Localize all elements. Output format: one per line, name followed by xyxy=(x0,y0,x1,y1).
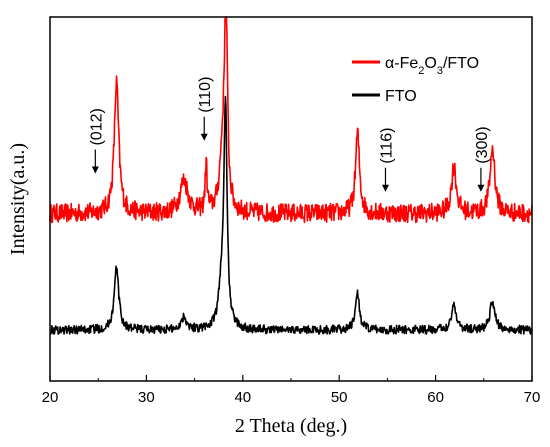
x-axis-title: 2 Theta (deg.) xyxy=(235,415,347,437)
legend-label-fe2o3-fto: α-Fe2O3/FTO xyxy=(385,55,479,77)
annotation-arrow-head xyxy=(477,184,485,192)
annotation-arrow-head xyxy=(200,133,208,141)
annotation-label: (012) xyxy=(88,108,105,145)
series-line-fe2o3-fto xyxy=(49,16,533,224)
annotation-label: (116) xyxy=(378,128,395,164)
series-layer xyxy=(49,16,533,335)
x-tick-label: 30 xyxy=(138,389,155,406)
legend-label-fto: FTO xyxy=(385,88,417,105)
annotation-arrow-head xyxy=(381,184,389,192)
annotation-label: (300) xyxy=(474,126,491,163)
y-axis-title: Intensity(a.u.) xyxy=(7,143,29,255)
plot-area: 20 30 40 50 60 70 (012) (110) (116) (300) xyxy=(42,16,541,406)
x-tick-label: 40 xyxy=(234,389,251,406)
annotation-arrow-head xyxy=(91,166,99,174)
x-tick-label: 50 xyxy=(331,389,348,406)
x-axis-ticks: 20 30 40 50 60 70 xyxy=(42,375,541,406)
annotation-label: (110) xyxy=(197,77,214,113)
legend: α-Fe2O3/FTO FTO xyxy=(352,55,479,105)
x-tick-label: 20 xyxy=(42,389,59,406)
x-tick-label: 70 xyxy=(524,389,541,406)
annotations-layer: (012) (110) (116) (300) xyxy=(88,77,491,192)
series-line-fto xyxy=(49,95,533,335)
x-tick-label: 60 xyxy=(427,389,444,406)
